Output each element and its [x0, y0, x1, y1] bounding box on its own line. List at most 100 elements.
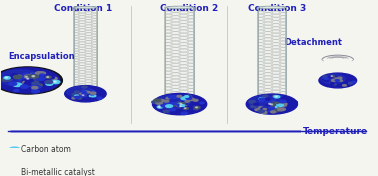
Circle shape — [9, 82, 17, 85]
Circle shape — [273, 103, 279, 105]
Circle shape — [158, 99, 165, 102]
Circle shape — [332, 79, 336, 81]
Circle shape — [27, 81, 33, 84]
Circle shape — [278, 104, 284, 106]
Circle shape — [26, 80, 34, 83]
Circle shape — [36, 84, 42, 86]
Circle shape — [278, 108, 284, 111]
Circle shape — [26, 80, 31, 82]
Circle shape — [322, 79, 325, 80]
Circle shape — [84, 93, 87, 95]
Circle shape — [29, 80, 36, 83]
Circle shape — [2, 78, 10, 81]
Circle shape — [176, 104, 181, 106]
Circle shape — [84, 93, 88, 95]
Circle shape — [180, 100, 184, 102]
Circle shape — [46, 83, 53, 85]
Circle shape — [279, 100, 286, 103]
Circle shape — [90, 99, 94, 101]
Circle shape — [32, 90, 40, 93]
Circle shape — [31, 83, 38, 86]
Circle shape — [177, 103, 182, 105]
Circle shape — [184, 96, 189, 97]
Circle shape — [186, 101, 190, 103]
Circle shape — [336, 80, 339, 81]
Circle shape — [283, 103, 287, 105]
Circle shape — [75, 96, 80, 98]
Circle shape — [11, 74, 18, 76]
Circle shape — [185, 100, 189, 102]
Circle shape — [335, 80, 339, 81]
Circle shape — [90, 91, 95, 93]
Circle shape — [28, 78, 34, 80]
Circle shape — [29, 79, 35, 81]
Circle shape — [96, 92, 101, 94]
Circle shape — [156, 102, 163, 104]
Circle shape — [255, 109, 260, 111]
Circle shape — [273, 110, 279, 112]
Circle shape — [268, 103, 275, 106]
Circle shape — [172, 103, 175, 104]
Circle shape — [196, 107, 197, 108]
Circle shape — [24, 82, 32, 85]
Circle shape — [180, 103, 184, 105]
Circle shape — [195, 104, 201, 106]
Circle shape — [249, 100, 256, 103]
Circle shape — [24, 80, 33, 83]
Circle shape — [181, 97, 188, 100]
Circle shape — [75, 95, 79, 97]
Circle shape — [32, 76, 35, 77]
Circle shape — [12, 172, 15, 173]
Circle shape — [77, 97, 81, 99]
Circle shape — [12, 173, 15, 174]
Ellipse shape — [166, 6, 194, 9]
Circle shape — [269, 107, 274, 109]
Circle shape — [168, 103, 174, 106]
Circle shape — [40, 74, 45, 76]
Circle shape — [12, 172, 15, 173]
Circle shape — [181, 106, 185, 108]
Circle shape — [178, 103, 184, 105]
Circle shape — [266, 104, 271, 106]
Circle shape — [263, 108, 266, 110]
Circle shape — [17, 83, 22, 85]
Circle shape — [28, 83, 36, 86]
Circle shape — [324, 78, 328, 80]
Circle shape — [45, 76, 51, 78]
Circle shape — [349, 83, 352, 84]
Circle shape — [83, 91, 87, 93]
Circle shape — [261, 108, 265, 109]
Circle shape — [39, 72, 45, 75]
Circle shape — [31, 75, 36, 77]
Circle shape — [177, 103, 183, 105]
Circle shape — [90, 94, 95, 96]
Circle shape — [274, 96, 280, 98]
Circle shape — [266, 98, 270, 100]
Circle shape — [82, 91, 86, 92]
Circle shape — [180, 106, 185, 108]
Circle shape — [272, 104, 277, 106]
Circle shape — [9, 171, 21, 175]
Circle shape — [263, 95, 268, 97]
Bar — [74, 7, 97, 86]
Bar — [166, 7, 194, 101]
Circle shape — [177, 103, 183, 105]
Bar — [258, 7, 286, 101]
Circle shape — [193, 99, 198, 101]
Circle shape — [269, 103, 270, 104]
Circle shape — [32, 86, 38, 89]
Circle shape — [180, 103, 182, 104]
Circle shape — [166, 105, 173, 108]
Circle shape — [45, 80, 53, 84]
Text: Detachment: Detachment — [284, 37, 342, 47]
Circle shape — [32, 81, 38, 83]
Circle shape — [52, 80, 60, 84]
Circle shape — [183, 96, 191, 99]
Circle shape — [97, 97, 102, 99]
Circle shape — [91, 95, 96, 97]
Circle shape — [352, 81, 356, 82]
Circle shape — [259, 107, 263, 108]
Circle shape — [23, 81, 29, 84]
Circle shape — [25, 79, 33, 82]
Circle shape — [274, 104, 281, 106]
